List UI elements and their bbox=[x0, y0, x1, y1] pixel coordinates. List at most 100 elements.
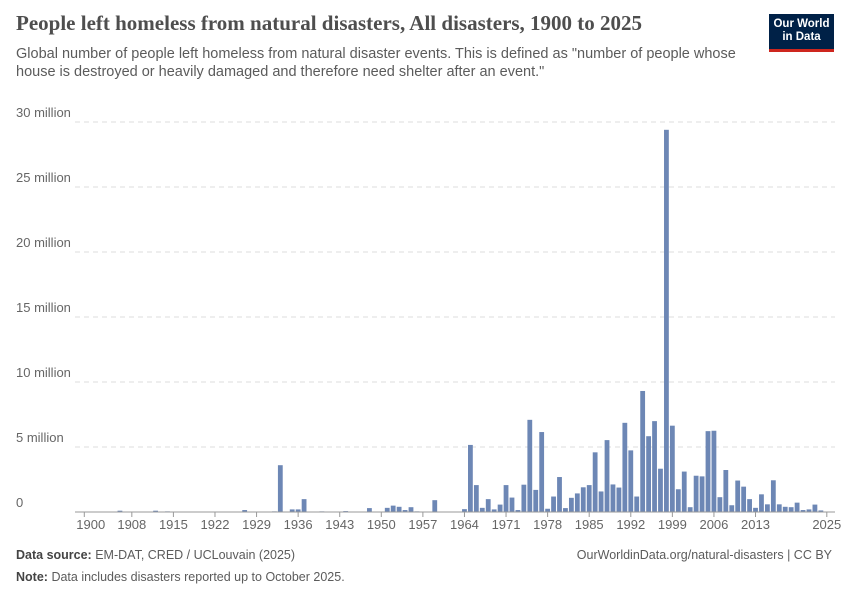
x-tick-label: 1900 bbox=[76, 517, 105, 532]
x-tick-label: 1922 bbox=[201, 517, 230, 532]
bar bbox=[521, 484, 527, 512]
source-label: Data source: bbox=[16, 548, 92, 562]
bar bbox=[295, 509, 301, 512]
bar bbox=[770, 480, 776, 512]
bar bbox=[812, 504, 818, 512]
owid-logo[interactable]: Our World in Data bbox=[769, 14, 834, 52]
bar bbox=[242, 510, 248, 512]
bar bbox=[432, 500, 438, 512]
x-tick-label: 1929 bbox=[242, 517, 271, 532]
bar bbox=[669, 425, 675, 512]
bar bbox=[658, 468, 663, 512]
bar bbox=[586, 485, 592, 512]
bar bbox=[497, 504, 503, 512]
bar bbox=[759, 494, 764, 512]
bar bbox=[640, 390, 646, 512]
bar bbox=[794, 502, 800, 512]
note-text: Data includes disasters reported up to O… bbox=[51, 570, 345, 584]
source-url-link[interactable]: OurWorldinData.org/natural-disasters | C… bbox=[576, 548, 832, 562]
bar bbox=[747, 499, 752, 512]
bar bbox=[539, 432, 545, 512]
bar bbox=[301, 499, 307, 512]
bar bbox=[479, 507, 485, 512]
bar bbox=[289, 509, 295, 512]
bar bbox=[782, 506, 788, 512]
bar bbox=[604, 440, 610, 512]
bar bbox=[545, 508, 551, 512]
chart-title: People left homeless from natural disast… bbox=[16, 11, 643, 35]
x-tick-label: 2006 bbox=[699, 517, 728, 532]
logo-text: Our World in Data bbox=[773, 18, 830, 43]
bar bbox=[800, 510, 806, 512]
bar bbox=[735, 480, 741, 512]
bar bbox=[664, 129, 669, 513]
x-tick-label: 2013 bbox=[741, 517, 770, 532]
data-source: Data source: EM-DAT, CRED / UCLouvain (2… bbox=[16, 548, 295, 562]
x-tick-label: 1992 bbox=[616, 517, 645, 532]
y-tick-label: 10 million bbox=[16, 365, 71, 380]
x-tick-label: 1950 bbox=[367, 517, 396, 532]
bar bbox=[622, 422, 628, 512]
bar bbox=[681, 471, 687, 512]
bar bbox=[551, 496, 556, 512]
bar bbox=[699, 476, 705, 512]
y-tick-label: 20 million bbox=[16, 235, 71, 250]
bar bbox=[396, 506, 402, 512]
chart-subtitle: Global number of people left homeless fr… bbox=[16, 46, 736, 80]
x-tick-label: 1971 bbox=[492, 517, 521, 532]
bar bbox=[473, 485, 479, 512]
x-tick-label: 1999 bbox=[658, 517, 687, 532]
bar bbox=[598, 491, 604, 512]
bar bbox=[705, 431, 711, 512]
bar bbox=[574, 493, 580, 512]
note: Note: Data includes disasters reported u… bbox=[16, 570, 345, 584]
bar bbox=[503, 485, 509, 512]
bar bbox=[788, 507, 794, 512]
bar bbox=[717, 497, 723, 512]
bar bbox=[646, 436, 651, 512]
bar bbox=[652, 421, 657, 512]
bar bbox=[509, 497, 515, 512]
y-tick-label: 25 million bbox=[16, 170, 71, 185]
bar bbox=[367, 508, 372, 512]
bar bbox=[741, 486, 747, 512]
bar bbox=[384, 507, 390, 512]
bar bbox=[153, 510, 158, 512]
bar bbox=[806, 509, 812, 512]
x-tick-label: 1915 bbox=[159, 517, 188, 532]
bar bbox=[580, 487, 586, 512]
bar bbox=[408, 507, 414, 512]
bar bbox=[610, 484, 616, 512]
bar bbox=[616, 487, 622, 512]
bar bbox=[485, 499, 491, 512]
bar bbox=[818, 510, 824, 512]
bar bbox=[675, 489, 681, 512]
bar bbox=[776, 504, 782, 512]
source-text: EM-DAT, CRED / UCLouvain (2025) bbox=[95, 548, 296, 562]
x-tick-label: 1957 bbox=[408, 517, 437, 532]
bar bbox=[468, 444, 473, 512]
bar bbox=[557, 477, 562, 512]
bar bbox=[568, 497, 574, 512]
bar bbox=[462, 509, 467, 512]
x-tick-label: 1964 bbox=[450, 517, 479, 532]
y-tick-label: 0 bbox=[16, 495, 23, 510]
bar bbox=[527, 419, 533, 512]
bar bbox=[687, 507, 693, 512]
y-tick-label: 5 million bbox=[16, 430, 64, 445]
bar bbox=[117, 510, 123, 512]
x-tick-label: 2025 bbox=[812, 517, 841, 532]
x-tick-label: 1936 bbox=[284, 517, 313, 532]
y-tick-label: 15 million bbox=[16, 300, 71, 315]
y-tick-label: 30 million bbox=[16, 105, 71, 120]
bar bbox=[729, 505, 735, 512]
bar bbox=[753, 507, 758, 512]
bar bbox=[533, 489, 539, 512]
note-label: Note: bbox=[16, 570, 48, 584]
x-tick-label: 1943 bbox=[325, 517, 354, 532]
x-tick-label: 1908 bbox=[117, 517, 146, 532]
x-tick-label: 1978 bbox=[533, 517, 562, 532]
bar bbox=[563, 508, 568, 512]
x-tick-label: 1985 bbox=[575, 517, 604, 532]
